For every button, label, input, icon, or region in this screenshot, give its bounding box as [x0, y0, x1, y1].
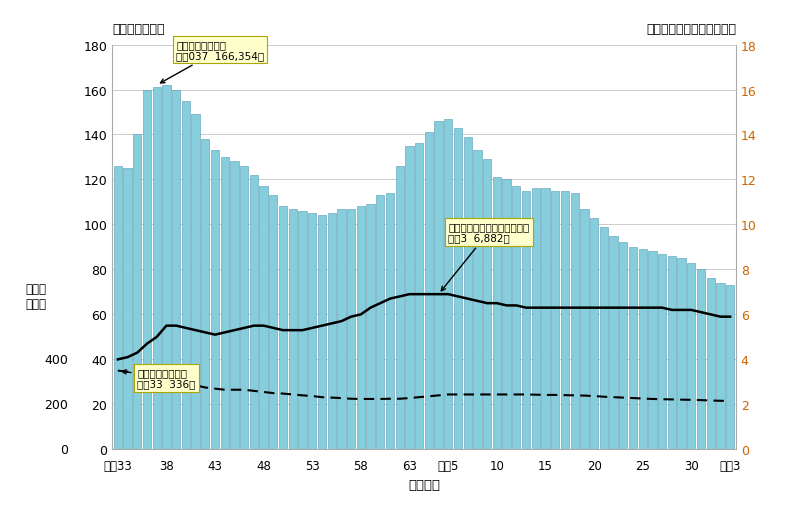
Text: 教員数（本務者）：過去最高
平成3  6,882人: 教員数（本務者）：過去最高 平成3 6,882人: [442, 221, 530, 291]
Bar: [114, 167, 122, 449]
Bar: [610, 236, 618, 449]
Bar: [191, 115, 200, 449]
Bar: [551, 191, 559, 449]
Bar: [726, 286, 734, 449]
Text: 400: 400: [44, 353, 68, 366]
Bar: [395, 167, 404, 449]
Bar: [221, 158, 229, 449]
Bar: [580, 209, 589, 449]
Bar: [143, 90, 151, 449]
Bar: [327, 214, 336, 449]
Bar: [415, 144, 423, 449]
Bar: [678, 259, 686, 449]
Bar: [658, 254, 666, 449]
Bar: [172, 90, 180, 449]
Bar: [211, 151, 219, 449]
Text: 生徒数：過去最高
昭和037  166,354人: 生徒数：過去最高 昭和037 166,354人: [161, 39, 264, 84]
Bar: [600, 227, 608, 449]
Text: 学校数
（校）: 学校数 （校）: [26, 282, 46, 310]
Bar: [240, 167, 248, 449]
Bar: [638, 249, 647, 449]
Bar: [706, 279, 715, 449]
Bar: [357, 207, 365, 449]
Bar: [687, 263, 695, 449]
X-axis label: （年度）: （年度）: [408, 478, 440, 491]
Bar: [668, 257, 676, 449]
Bar: [366, 205, 374, 449]
Text: 生徒数（千人）: 生徒数（千人）: [112, 23, 165, 36]
Bar: [474, 151, 482, 449]
Bar: [493, 178, 501, 449]
Text: 学校数：過去最高
昭和33  336校: 学校数：過去最高 昭和33 336校: [122, 367, 196, 389]
Bar: [230, 162, 238, 449]
Bar: [464, 137, 472, 449]
Bar: [716, 283, 725, 449]
Bar: [619, 243, 627, 449]
Bar: [289, 209, 297, 449]
Bar: [201, 140, 210, 449]
Bar: [123, 169, 132, 449]
Bar: [570, 193, 578, 449]
Text: 教員数（本務者）（千人）: 教員数（本務者）（千人）: [646, 23, 736, 36]
Bar: [532, 189, 540, 449]
Bar: [648, 252, 657, 449]
Bar: [270, 196, 278, 449]
Bar: [279, 207, 287, 449]
Bar: [133, 135, 142, 449]
Bar: [629, 247, 637, 449]
Bar: [153, 88, 161, 449]
Bar: [697, 270, 705, 449]
Bar: [406, 146, 414, 449]
Bar: [522, 191, 530, 449]
Bar: [386, 193, 394, 449]
Bar: [512, 187, 521, 449]
Bar: [376, 196, 384, 449]
Bar: [561, 191, 569, 449]
Bar: [259, 187, 268, 449]
Bar: [308, 214, 316, 449]
Bar: [444, 120, 453, 449]
Bar: [454, 128, 462, 449]
Bar: [347, 209, 355, 449]
Bar: [298, 212, 306, 449]
Bar: [483, 160, 491, 449]
Bar: [502, 180, 510, 449]
Bar: [338, 209, 346, 449]
Bar: [162, 86, 170, 449]
Bar: [182, 102, 190, 449]
Bar: [434, 122, 442, 449]
Text: 0: 0: [60, 443, 68, 456]
Bar: [250, 176, 258, 449]
Bar: [542, 189, 550, 449]
Bar: [425, 133, 433, 449]
Text: 200: 200: [44, 398, 68, 411]
Bar: [590, 218, 598, 449]
Bar: [318, 216, 326, 449]
